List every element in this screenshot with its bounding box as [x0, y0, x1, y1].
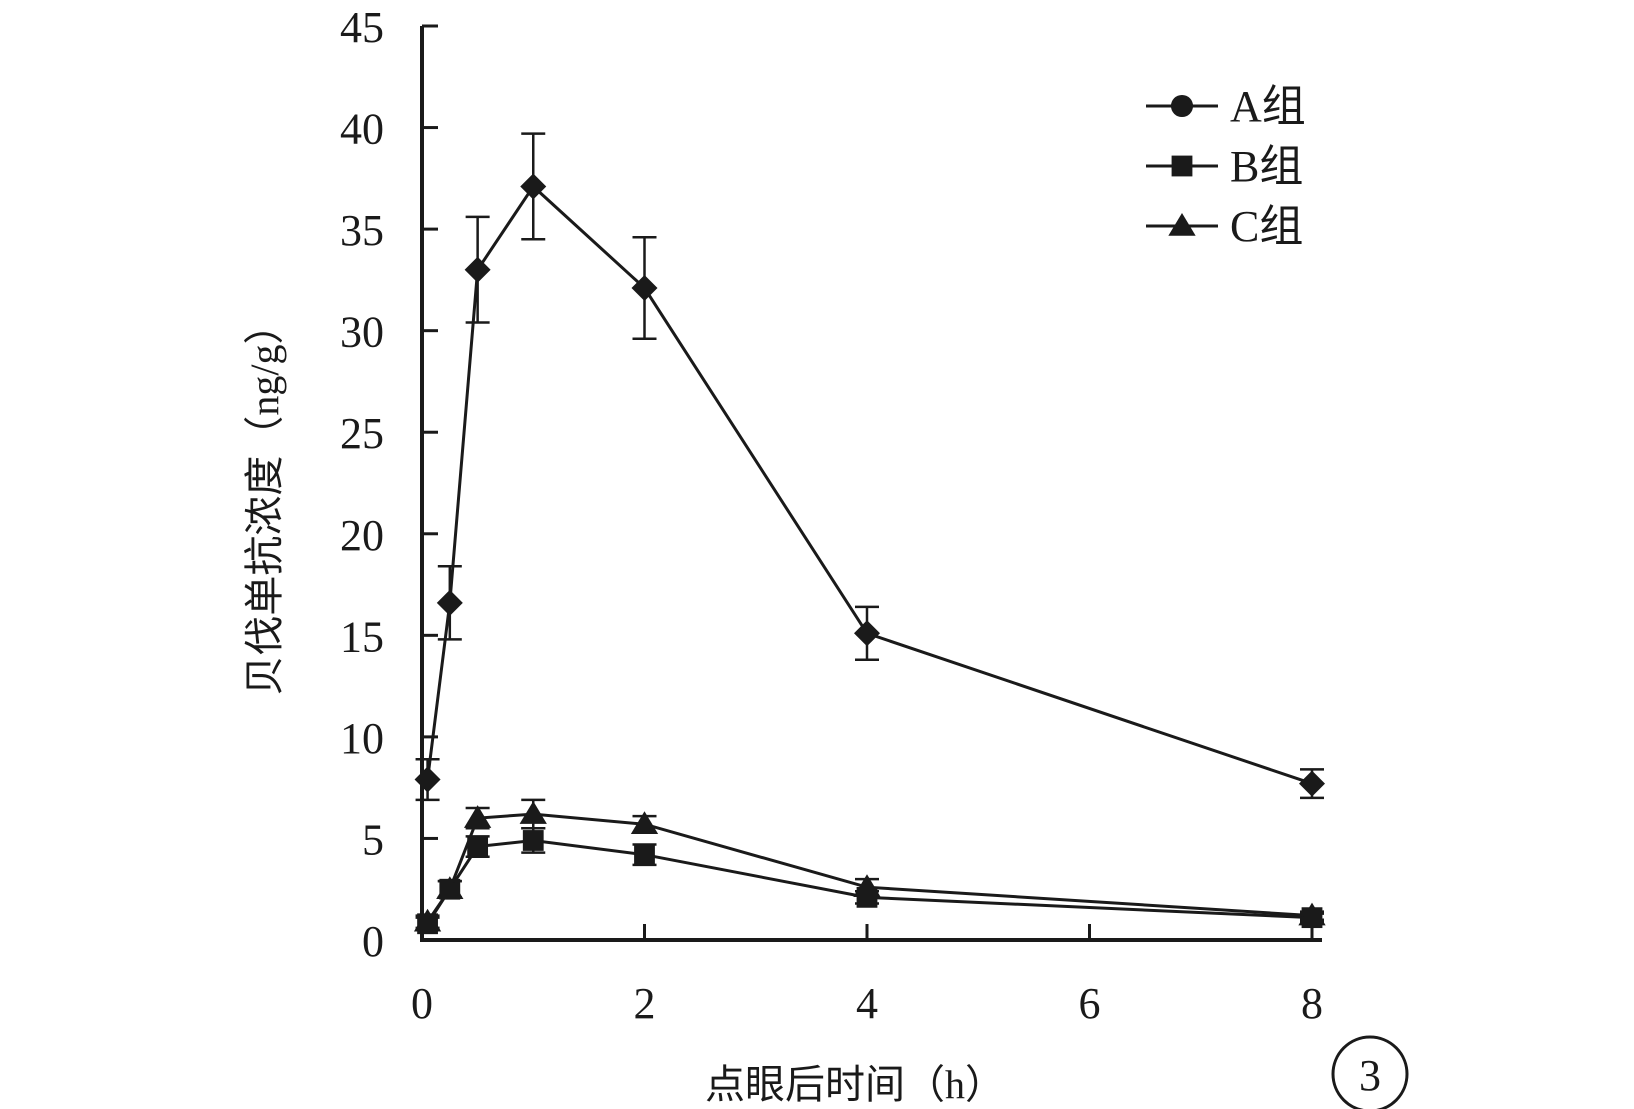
data-point	[1299, 770, 1325, 797]
legend-label: A组	[1230, 82, 1306, 131]
data-point	[522, 830, 544, 851]
x-tick-label: 6	[1079, 979, 1101, 1028]
data-point	[853, 874, 881, 897]
data-point	[414, 766, 441, 793]
y-tick-label: 10	[340, 714, 384, 763]
y-tick-label: 45	[340, 3, 384, 52]
y-tick-label: 40	[340, 105, 384, 154]
x-tick-label: 2	[634, 979, 656, 1028]
panel-label-circle	[1331, 1035, 1409, 1109]
data-point	[631, 275, 658, 302]
axes	[420, 26, 1322, 942]
x-tick-label: 8	[1301, 979, 1323, 1028]
data-point	[436, 876, 464, 899]
data-point	[463, 805, 492, 828]
x-axis-label: 点眼后时间（h）	[705, 1062, 1005, 1107]
series-3	[413, 798, 1326, 932]
data-point	[413, 908, 442, 932]
data-point	[634, 844, 655, 866]
y-tick-label: 30	[340, 308, 384, 357]
x-tick-label: 0	[411, 979, 433, 1028]
data-point	[467, 836, 489, 857]
series-1	[414, 132, 1325, 802]
legend-entry: A组	[1146, 82, 1306, 131]
legend-marker	[1168, 213, 1196, 236]
series-line	[426, 184, 1313, 786]
y-tick-label: 35	[340, 206, 384, 255]
data-point	[1298, 902, 1326, 926]
y-tick-label: 20	[340, 511, 384, 560]
y-axis-label: 贝伐单抗浓度（ng/g）	[242, 304, 287, 695]
data-point	[464, 256, 491, 283]
y-tick-label: 25	[340, 409, 384, 458]
legend-marker	[1170, 94, 1194, 118]
y-tick-label: 15	[340, 612, 384, 661]
x-tick-label: 4	[856, 979, 878, 1028]
legend-entry: C组	[1146, 202, 1303, 251]
legend: A组 B组 C组	[1146, 82, 1306, 251]
y-tick-label: 0	[362, 917, 384, 966]
panel-label-badge: 3	[1331, 1035, 1409, 1109]
data-point	[520, 173, 547, 200]
data-point	[854, 620, 880, 647]
panel-label: 3	[1359, 1051, 1381, 1100]
y-tick-label: 5	[362, 815, 384, 864]
legend-marker	[1171, 155, 1193, 177]
legend-entry: B组	[1146, 142, 1303, 191]
legend-label: B组	[1230, 142, 1303, 191]
data-series	[413, 132, 1326, 935]
data-point	[436, 589, 463, 616]
ticks: 0 5 10 15 20 25 30 35 40 45 0 2 4 6 8	[340, 3, 1323, 1028]
data-point	[519, 801, 547, 824]
legend-label: C组	[1230, 202, 1303, 251]
data-point	[630, 811, 659, 834]
